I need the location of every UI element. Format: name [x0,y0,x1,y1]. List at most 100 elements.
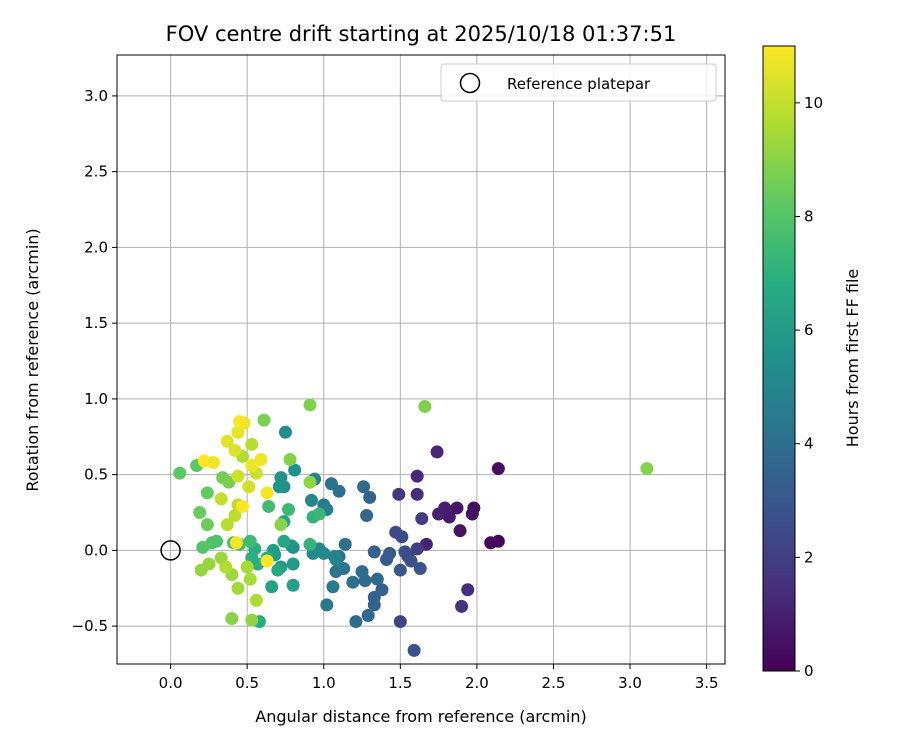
data-point [453,524,467,538]
colorbar-tick-label: 6 [804,321,814,339]
data-point [392,487,406,501]
y-axis-label: Rotation from reference (arcmin) [23,228,42,491]
data-point [398,545,412,559]
data-point [265,580,279,594]
data-point [225,612,239,626]
x-tick-label: 2.0 [465,674,489,692]
data-point [312,507,326,521]
data-point [206,456,220,470]
data-point [640,462,654,476]
data-point [243,534,257,548]
data-point [228,509,242,523]
data-point [231,469,245,483]
data-point [450,501,464,515]
data-point [200,518,214,532]
data-point [233,415,247,429]
legend: Reference platepar [440,63,717,102]
x-tick-label: 0.5 [235,674,259,692]
legend-reference-icon [459,72,481,94]
data-point [173,466,187,480]
data-point [303,537,317,551]
data-point [220,518,234,532]
data-point [262,499,276,513]
data-point [380,552,394,566]
scatter-points [173,398,654,657]
data-point [240,560,254,574]
data-point [395,530,409,544]
data-point [465,507,479,521]
x-tick-label: 3.0 [618,674,642,692]
data-point [413,562,427,576]
data-point [219,560,233,574]
data-point [274,518,288,532]
data-point [200,486,214,500]
data-point [338,537,352,551]
y-axis-ticks: −0.5 0.0 0.5 1.0 1.5 2.0 2.5 3.0 [72,87,117,635]
y-tick-label: 3.0 [84,87,108,105]
y-tick-label: 2.5 [84,163,108,181]
data-point [249,593,263,607]
data-point [484,536,498,550]
data-point [245,459,259,473]
colorbar-tick-label: 4 [804,435,814,453]
data-point [254,452,268,466]
data-point [363,490,377,504]
data-point [357,480,371,494]
data-point [286,557,300,571]
data-point [220,434,234,448]
data-point [415,512,429,526]
data-point [346,575,360,589]
colorbar-tick-label: 10 [804,94,823,112]
data-point [317,546,331,560]
data-point [278,425,292,439]
data-point [430,445,444,459]
colorbar-tick-label: 2 [804,548,814,566]
plot-frame [116,54,726,665]
data-point [282,502,296,516]
data-point [461,583,475,597]
legend-entry-reference: Reference platepar [507,75,651,93]
x-tick-label: 0.0 [159,674,183,692]
data-point [229,536,243,550]
data-point [231,425,245,439]
data-point [324,477,338,491]
data-point [245,437,259,451]
data-point [367,545,381,559]
data-point [283,452,297,466]
data-point [349,615,363,629]
data-point [228,443,242,457]
colorbar: 0 2 4 6 8 10 Hours from first FF file [762,45,862,680]
data-point [455,599,469,613]
data-point [361,609,375,623]
data-point [196,540,210,554]
y-tick-label: 0.5 [84,466,108,484]
data-point [260,486,274,500]
y-tick-label: 1.0 [84,390,108,408]
x-axis-ticks: 0.0 0.5 1.0 1.5 2.0 2.5 3.0 3.5 [159,664,719,692]
data-point [326,580,340,594]
data-point [271,563,285,577]
data-point [329,552,343,566]
data-point [303,398,317,412]
data-point [303,475,317,489]
data-point [404,554,418,568]
data-point [242,480,256,494]
data-point [194,563,208,577]
data-point [491,462,505,476]
x-tick-label: 1.0 [312,674,336,692]
data-point [214,492,228,506]
data-point [370,572,384,586]
legend-box [440,63,717,102]
y-tick-label: 2.0 [84,238,108,256]
data-point [260,554,274,568]
y-tick-label: 1.5 [84,314,108,332]
data-point [393,563,407,577]
data-point [329,565,343,579]
colorbar-ticks: 0 2 4 6 8 10 [795,94,823,680]
data-point [277,534,291,548]
colorbar-label: Hours from first FF file [843,269,862,448]
y-tick-label: 0.0 [84,541,108,559]
colorbar-gradient [762,45,796,672]
x-tick-label: 3.5 [695,674,719,692]
